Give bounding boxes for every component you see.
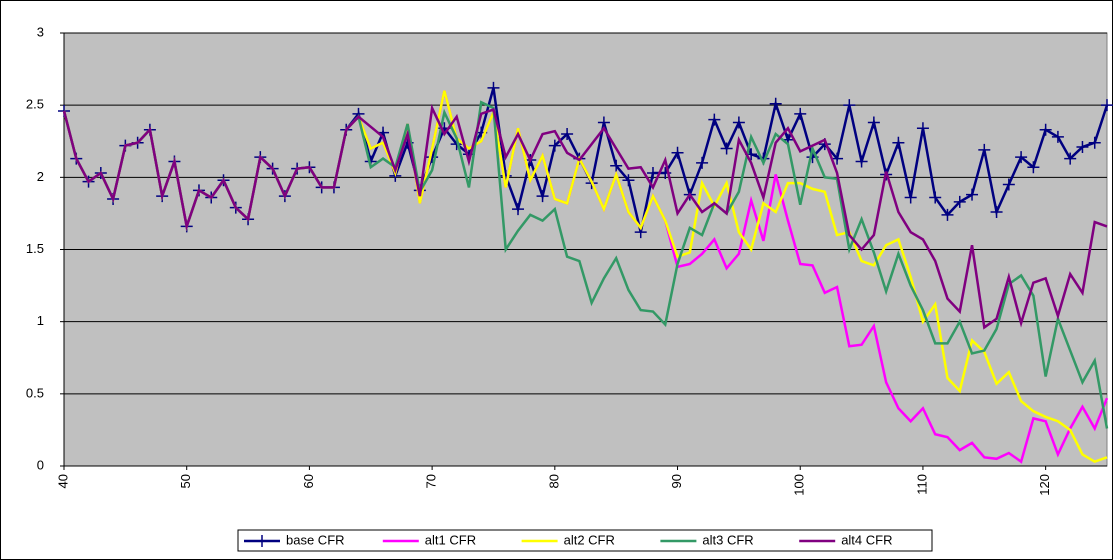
point-marker	[966, 188, 979, 201]
point-marker	[990, 205, 1003, 218]
point-marker	[794, 107, 807, 120]
point-marker	[1088, 136, 1101, 149]
point-marker	[892, 136, 905, 149]
point-marker	[487, 81, 500, 94]
x-tick-label: 60	[301, 474, 316, 488]
point-marker	[916, 122, 929, 135]
point-marker	[1101, 99, 1113, 112]
point-marker	[929, 191, 942, 204]
x-tick-label: 100	[792, 474, 807, 496]
point-marker	[1076, 141, 1089, 154]
y-tick-label: 2.5	[26, 97, 44, 112]
y-tick-label: 0.5	[26, 385, 44, 400]
y-tick-label: 2	[37, 169, 44, 184]
x-tick-label: 120	[1037, 474, 1052, 496]
point-marker	[1039, 123, 1052, 136]
y-tick-label: 1	[37, 313, 44, 328]
legend-marker	[256, 535, 268, 547]
legend-label: alt4 CFR	[841, 532, 892, 547]
point-marker	[646, 167, 659, 180]
point-marker	[732, 116, 745, 129]
legend-label: alt3 CFR	[702, 532, 753, 547]
point-marker	[831, 152, 844, 165]
series-line	[62, 103, 1108, 330]
legend	[237, 529, 933, 552]
point-marker	[622, 174, 635, 187]
y-tick-label: 0	[37, 457, 44, 472]
x-tick-label: 90	[669, 474, 684, 488]
point-marker	[548, 139, 561, 152]
y-tick-label: 3	[37, 24, 44, 39]
point-marker	[610, 159, 623, 172]
point-marker	[1051, 130, 1064, 143]
point-marker	[512, 203, 525, 216]
x-tick-label: 40	[55, 474, 70, 488]
legend-label: base CFR	[286, 532, 345, 547]
point-marker	[671, 146, 684, 159]
x-tick-label: 110	[914, 474, 929, 495]
point-marker	[904, 191, 917, 204]
point-marker	[953, 195, 966, 208]
point-marker	[855, 155, 868, 168]
point-marker	[978, 143, 991, 156]
point-marker	[561, 128, 574, 141]
point-marker	[1015, 151, 1028, 164]
point-marker	[843, 99, 856, 112]
point-marker	[1027, 161, 1040, 174]
point-marker	[941, 208, 954, 221]
y-tick-label: 1.5	[26, 241, 44, 256]
point-marker	[696, 156, 709, 169]
point-marker	[769, 97, 782, 110]
point-marker	[867, 116, 880, 129]
point-marker	[1002, 178, 1015, 191]
legend-label: alt2 CFR	[564, 532, 615, 547]
x-tick-label: 50	[178, 474, 193, 488]
x-tick-label: 70	[424, 474, 439, 488]
legend-label: alt1 CFR	[425, 532, 476, 547]
x-tick-label: 80	[546, 474, 561, 488]
point-marker	[720, 142, 733, 155]
point-marker	[1064, 152, 1077, 165]
point-marker	[536, 190, 549, 203]
point-marker	[708, 113, 721, 126]
